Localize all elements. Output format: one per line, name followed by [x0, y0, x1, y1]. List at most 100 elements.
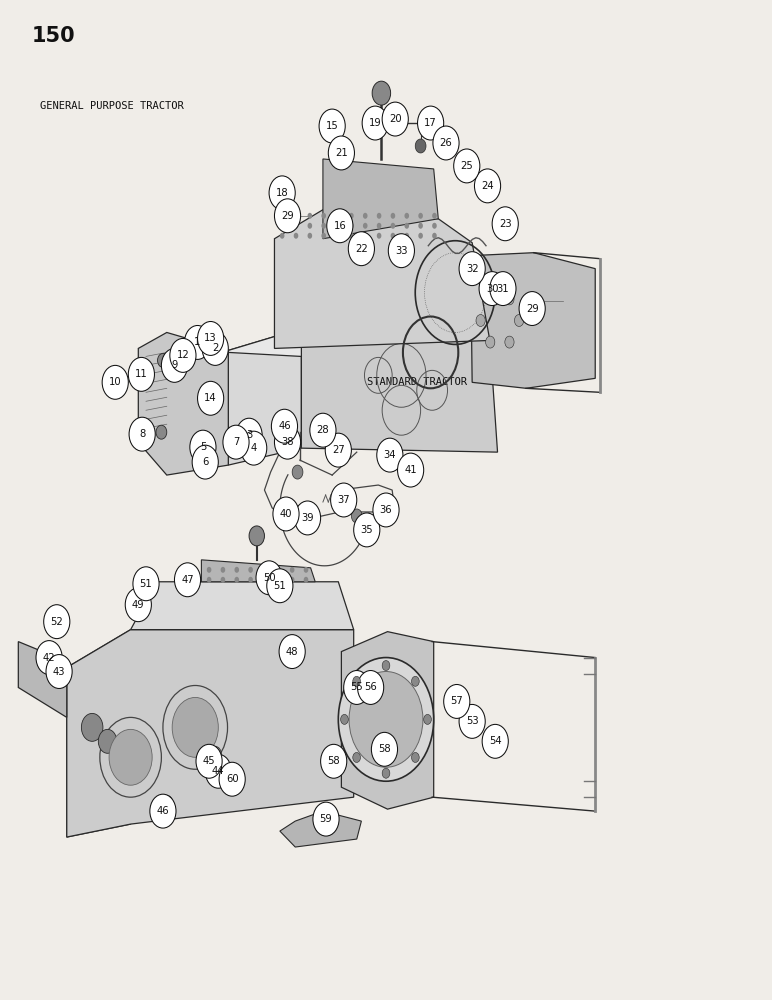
Circle shape	[328, 136, 354, 170]
Circle shape	[36, 641, 63, 675]
Text: 40: 40	[279, 509, 293, 519]
Circle shape	[256, 561, 282, 595]
Text: 1: 1	[195, 337, 201, 347]
Circle shape	[198, 343, 208, 357]
Circle shape	[267, 569, 293, 603]
Circle shape	[192, 445, 218, 479]
Circle shape	[479, 272, 505, 306]
Text: 16: 16	[334, 221, 346, 231]
Circle shape	[382, 102, 408, 136]
Circle shape	[363, 223, 367, 229]
Text: 23: 23	[499, 219, 512, 229]
Text: GENERAL PURPOSE TRACTOR: GENERAL PURPOSE TRACTOR	[40, 101, 184, 111]
Circle shape	[505, 293, 514, 305]
Circle shape	[349, 672, 423, 767]
Circle shape	[398, 453, 424, 487]
Circle shape	[279, 213, 284, 219]
Text: 60: 60	[226, 774, 239, 784]
Circle shape	[161, 348, 188, 382]
Circle shape	[215, 759, 227, 775]
Circle shape	[275, 425, 300, 459]
Circle shape	[418, 233, 423, 239]
Circle shape	[290, 577, 294, 583]
Circle shape	[279, 223, 284, 229]
Circle shape	[349, 213, 354, 219]
Circle shape	[219, 762, 245, 796]
Circle shape	[475, 169, 500, 203]
Circle shape	[363, 213, 367, 219]
Circle shape	[454, 149, 480, 183]
Text: 36: 36	[380, 505, 392, 515]
Polygon shape	[66, 630, 354, 837]
Text: 15: 15	[326, 121, 339, 131]
Text: 32: 32	[466, 264, 479, 274]
Circle shape	[294, 501, 320, 535]
Circle shape	[490, 272, 516, 306]
Circle shape	[174, 563, 201, 597]
Circle shape	[405, 213, 409, 219]
Circle shape	[363, 233, 367, 239]
Circle shape	[486, 336, 495, 348]
Circle shape	[235, 567, 239, 573]
Circle shape	[418, 223, 423, 229]
Circle shape	[170, 338, 196, 372]
Circle shape	[262, 567, 267, 573]
Circle shape	[236, 418, 262, 452]
Circle shape	[207, 567, 212, 573]
Circle shape	[207, 577, 212, 583]
Text: 48: 48	[286, 647, 299, 657]
Text: 45: 45	[203, 756, 215, 766]
Text: 20: 20	[389, 114, 401, 124]
Circle shape	[276, 577, 280, 583]
Text: 17: 17	[425, 118, 437, 128]
Circle shape	[98, 729, 117, 753]
Circle shape	[313, 802, 339, 836]
Circle shape	[340, 714, 348, 724]
Circle shape	[377, 438, 403, 472]
Circle shape	[198, 381, 224, 415]
Circle shape	[362, 106, 388, 140]
Polygon shape	[66, 630, 130, 837]
Text: 54: 54	[489, 736, 502, 746]
Circle shape	[46, 655, 72, 688]
Polygon shape	[19, 642, 66, 717]
Circle shape	[338, 658, 434, 781]
Circle shape	[418, 213, 423, 219]
Circle shape	[432, 233, 437, 239]
Circle shape	[476, 315, 486, 326]
Text: 26: 26	[439, 138, 452, 148]
Circle shape	[303, 567, 308, 573]
Text: 30: 30	[486, 284, 499, 294]
Text: 44: 44	[212, 766, 225, 776]
Circle shape	[249, 567, 253, 573]
Circle shape	[205, 754, 232, 788]
Circle shape	[321, 233, 326, 239]
Circle shape	[262, 577, 267, 583]
Circle shape	[459, 704, 486, 738]
Circle shape	[377, 213, 381, 219]
Circle shape	[221, 567, 225, 573]
Text: 150: 150	[32, 26, 76, 46]
Polygon shape	[229, 328, 490, 362]
Polygon shape	[471, 253, 595, 388]
Circle shape	[307, 233, 312, 239]
Circle shape	[319, 109, 345, 143]
Circle shape	[202, 331, 229, 365]
Text: 3: 3	[246, 430, 252, 440]
Text: 8: 8	[139, 429, 145, 439]
Circle shape	[125, 588, 151, 622]
Polygon shape	[138, 332, 229, 475]
Circle shape	[307, 223, 312, 229]
Circle shape	[293, 233, 298, 239]
Circle shape	[275, 199, 300, 233]
Circle shape	[444, 684, 470, 718]
Circle shape	[371, 732, 398, 766]
Circle shape	[321, 213, 326, 219]
Text: 25: 25	[460, 161, 473, 171]
Circle shape	[382, 661, 390, 671]
Polygon shape	[301, 328, 497, 452]
Text: 50: 50	[262, 573, 276, 583]
Text: 11: 11	[135, 369, 147, 379]
Text: 56: 56	[364, 682, 377, 692]
Circle shape	[269, 176, 295, 210]
